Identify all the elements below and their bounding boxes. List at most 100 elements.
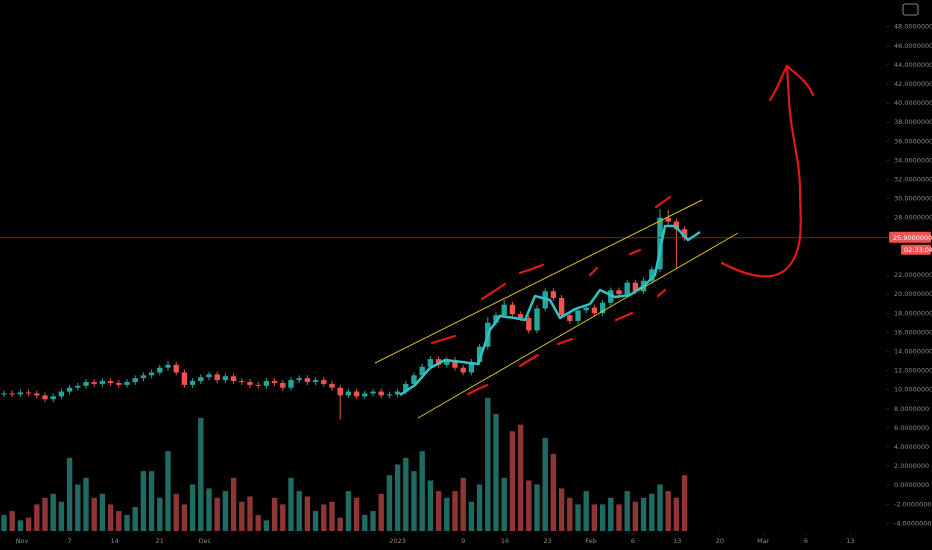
candle-body [632, 282, 639, 292]
candle-body [214, 374, 220, 381]
candle-body [222, 376, 229, 381]
y-tick-label: 4.0000000 [894, 443, 929, 451]
volume-bar [296, 491, 302, 531]
y-tick-label: 44.0000000 [894, 61, 932, 69]
trend-curve [399, 224, 701, 397]
candle-body [206, 374, 212, 378]
volume-bar [599, 504, 606, 531]
y-tick-label: 2.0000000 [894, 462, 929, 470]
y-tick-label: 18.0000000 [894, 309, 932, 317]
candle-body [608, 290, 614, 303]
candle-body [91, 382, 97, 384]
settings-icon[interactable] [902, 3, 919, 16]
candle-body [42, 395, 48, 400]
candle-body [165, 364, 171, 368]
volume-bar [214, 497, 220, 531]
x-tick-label: 14 [111, 537, 119, 545]
volume-bar [526, 480, 532, 531]
volume-bar [444, 497, 450, 531]
countdown-label: 02:33:04 [904, 246, 932, 254]
x-tick-label: 2023 [389, 537, 406, 545]
price-axis: -4.0000000 -2.0000000 0.0000000 2.0000000 4.… [16, 23, 932, 545]
volume-bar [624, 491, 630, 531]
volume-bar [99, 493, 106, 531]
candle-body [558, 297, 565, 316]
volume-bar [116, 511, 122, 531]
volume-bar [632, 501, 639, 531]
volume-bar [50, 493, 56, 531]
candle-body [509, 304, 516, 315]
volume-bar [255, 515, 261, 531]
volume-bar [608, 497, 614, 531]
volume-bar [263, 520, 270, 531]
y-tick-label: 12.0000000 [894, 367, 932, 375]
candle-body [247, 382, 253, 385]
candle-body [493, 315, 499, 323]
candle-body [304, 378, 311, 383]
x-tick-label: 16 [501, 537, 509, 545]
candle-body [394, 391, 401, 395]
x-tick-label: Nov [16, 537, 29, 545]
volume-bar [657, 484, 663, 531]
volume-bar [173, 493, 179, 531]
channel-lower [417, 232, 739, 419]
volume-bar [411, 471, 417, 531]
volume-bar [124, 515, 130, 531]
y-tick-label: 48.0000000 [894, 23, 932, 31]
y-tick-label: -4.0000000 [894, 519, 932, 527]
volume-bar [501, 477, 507, 531]
candle-body [452, 360, 458, 368]
candle-body [599, 302, 606, 314]
volume-bar [271, 497, 278, 531]
y-tick-label: 34.0000000 [894, 156, 932, 164]
candle-body [132, 378, 138, 383]
price-pane [0, 209, 888, 420]
volume-bar [148, 471, 155, 531]
volume-bar [337, 517, 343, 531]
candle-body [575, 310, 581, 321]
countdown-tag [901, 244, 931, 255]
volume-bar [288, 477, 294, 531]
volume-bar [550, 453, 557, 531]
candle-body [550, 291, 557, 298]
candle-body [116, 382, 122, 385]
volume-bar [567, 497, 573, 531]
candle-body [616, 290, 622, 295]
volume-bar [386, 475, 393, 531]
candle-body [107, 381, 114, 383]
candle-body [362, 393, 368, 397]
y-tick-label: 8.0000000 [894, 405, 929, 413]
x-tick-label: 7 [68, 537, 72, 545]
candle-body [681, 229, 688, 238]
candle-body [83, 382, 89, 386]
y-tick-label: 42.0000000 [894, 80, 932, 88]
candle-body [239, 381, 245, 383]
volume-bar [165, 451, 171, 531]
volume-bar [222, 491, 229, 531]
candle-body [337, 387, 343, 396]
volume-bar [83, 477, 89, 531]
candle-body [271, 381, 278, 383]
volume-bar [42, 497, 48, 531]
volume-pane [1, 398, 688, 531]
candle-body [526, 318, 532, 331]
y-tick-label: 32.0000000 [894, 176, 932, 184]
candle-body [280, 382, 286, 388]
candle-body [476, 346, 483, 362]
volume-bar [460, 477, 466, 531]
candle-body [189, 381, 196, 385]
volume-bar [140, 471, 147, 531]
candle-body [25, 392, 32, 394]
volume-bar [509, 431, 516, 531]
channel-upper [374, 199, 703, 364]
candle-body [181, 372, 188, 385]
volume-bar [75, 484, 81, 531]
y-tick-label: -2.0000000 [894, 500, 932, 508]
candle-body [567, 315, 573, 321]
candle-body [148, 372, 155, 376]
candle-body [66, 387, 73, 392]
x-tick-label: 21 [156, 537, 164, 545]
volume-bar [583, 491, 589, 531]
x-tick-label: Mar [757, 537, 770, 545]
candle-body [591, 307, 598, 314]
